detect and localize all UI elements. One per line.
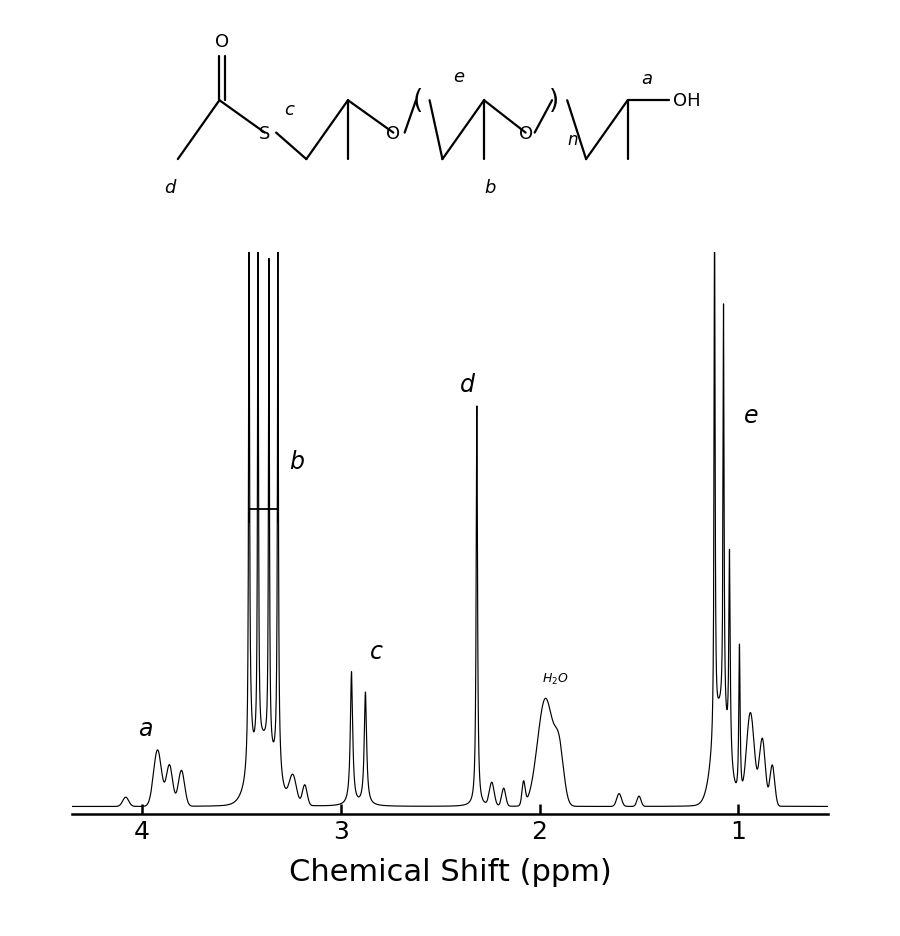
Text: $H_2O$: $H_2O$ — [542, 671, 569, 686]
Text: $n$: $n$ — [567, 130, 579, 149]
Text: $\widetilde{}$: $\widetilde{}$ — [248, 273, 250, 291]
Text: (: ( — [412, 88, 423, 114]
Text: OH: OH — [673, 92, 700, 110]
Text: $d$: $d$ — [459, 373, 476, 396]
Text: $e$: $e$ — [454, 68, 465, 86]
Text: $d$: $d$ — [164, 179, 177, 197]
Text: $c$: $c$ — [369, 639, 383, 663]
X-axis label: Chemical Shift (ppm): Chemical Shift (ppm) — [289, 857, 611, 886]
Text: $b$: $b$ — [289, 449, 305, 474]
Text: S: S — [259, 124, 271, 142]
Text: O: O — [215, 33, 230, 51]
Text: $\widetilde{}$: $\widetilde{}$ — [256, 273, 259, 291]
Text: O: O — [386, 124, 400, 142]
Text: $b$: $b$ — [484, 179, 496, 197]
Text: $a$: $a$ — [138, 716, 153, 740]
Text: $c$: $c$ — [284, 100, 295, 119]
Text: $a$: $a$ — [641, 70, 652, 88]
Text: O: O — [518, 124, 533, 142]
Text: $e$: $e$ — [742, 403, 758, 427]
Text: $\widetilde{}$: $\widetilde{}$ — [714, 273, 716, 291]
Text: ): ) — [548, 88, 559, 114]
